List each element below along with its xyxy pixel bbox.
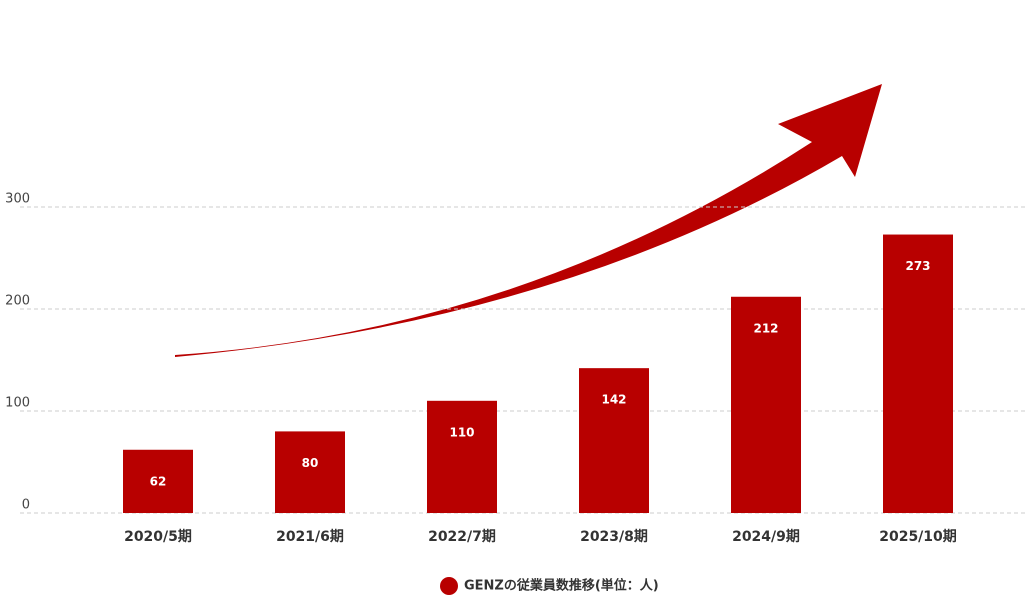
data-label: 142 (601, 393, 626, 407)
x-tick-label: 2025/10期 (879, 529, 957, 545)
growth-arrow (175, 84, 882, 357)
legend-label: GENZの従業員数推移(単位：人) (464, 578, 659, 594)
y-tick-label: 100 (5, 396, 30, 411)
bar (123, 449, 193, 513)
x-tick-label: 2020/5期 (124, 529, 192, 545)
data-label: 110 (449, 425, 474, 439)
x-tick-label: 2022/7期 (428, 529, 496, 545)
bar (731, 296, 801, 513)
data-label: 62 (150, 474, 167, 488)
x-tick-label: 2024/9期 (732, 529, 800, 545)
x-tick-label: 2023/8期 (580, 529, 648, 545)
legend-marker (440, 577, 458, 595)
bar (275, 431, 345, 513)
x-tick-label: 2021/6期 (276, 529, 344, 545)
bar (579, 368, 649, 513)
y-tick-label: 0 (22, 498, 30, 513)
bar (883, 234, 953, 514)
bar (427, 400, 497, 513)
data-label: 273 (905, 259, 930, 273)
data-label: 80 (302, 456, 319, 470)
data-label: 212 (753, 321, 778, 335)
y-tick-label: 200 (5, 294, 30, 309)
y-tick-label: 300 (5, 192, 30, 207)
